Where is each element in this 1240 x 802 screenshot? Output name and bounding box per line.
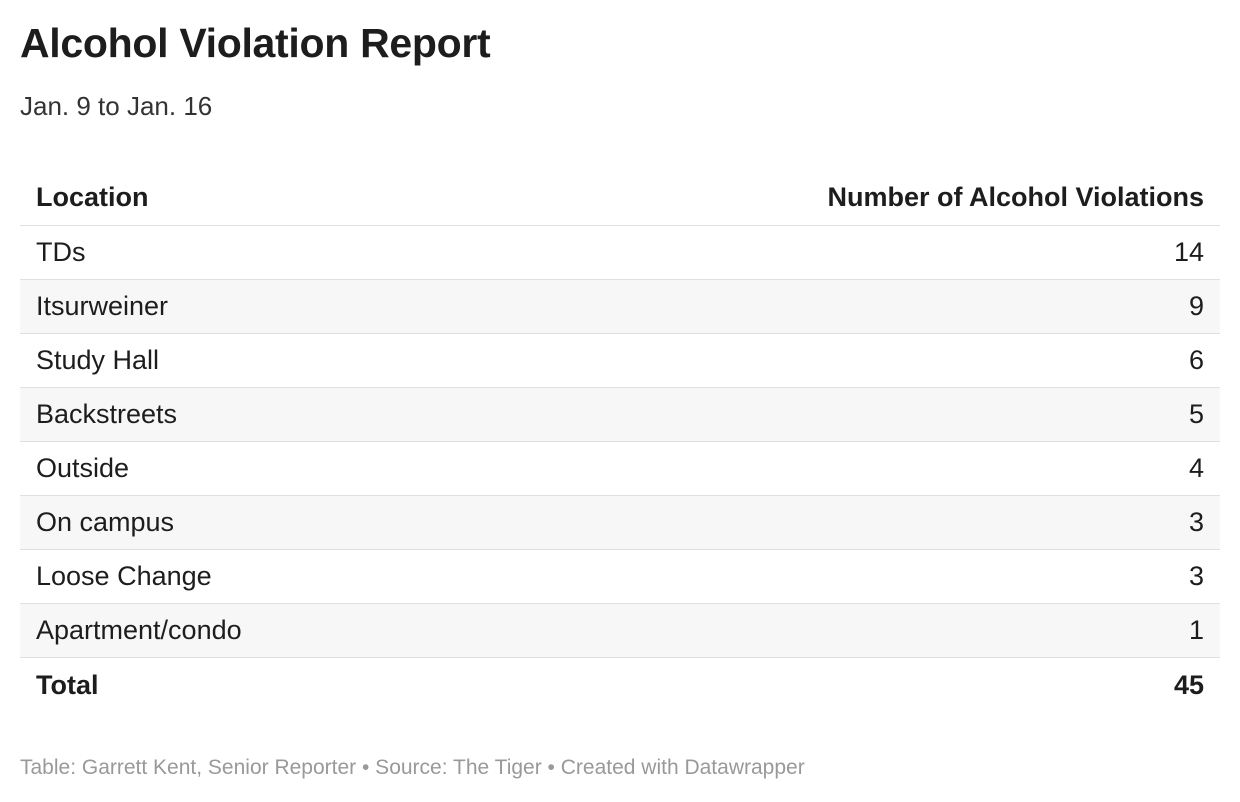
table-row: TDs 14	[20, 226, 1220, 280]
subtitle: Jan. 9 to Jan. 16	[20, 91, 213, 121]
table-row: Outside 4	[20, 442, 1220, 496]
total-label: Total	[36, 669, 99, 700]
cell-number: 3	[1188, 507, 1204, 537]
cell-location: On campus	[36, 507, 175, 537]
total-row: Total 45	[20, 658, 1220, 712]
column-header: Location	[36, 182, 149, 212]
cell-number: 4	[1188, 453, 1204, 483]
cell-location: Backstreets	[36, 399, 178, 429]
footer: Table: Garrett Kent, Senior Reporter • S…	[20, 756, 805, 779]
cell-number: 9	[1188, 291, 1204, 321]
table: Location Number of Alcohol Violations TD…	[20, 170, 1220, 712]
table-row: On campus 3	[20, 496, 1220, 550]
header-row: Location Number of Alcohol Violations	[20, 170, 1220, 226]
total-number: 45	[1173, 669, 1204, 700]
table-row: Backstreets 5	[20, 388, 1220, 442]
cell-location: Study Hall	[36, 345, 160, 375]
cell-location: TDs	[36, 237, 86, 267]
cell-number: 1	[1188, 615, 1204, 645]
column-header: Number of Alcohol Violations	[827, 182, 1204, 212]
cell-location: Itsurweiner	[36, 291, 169, 321]
cell-number: 14	[1173, 237, 1204, 267]
cell-location: Outside	[36, 453, 130, 483]
cell-number: 3	[1188, 561, 1204, 591]
cell-location: Apartment/condo	[36, 615, 242, 645]
table-row: Loose Change 3	[20, 550, 1220, 604]
cell-number: 6	[1188, 345, 1204, 375]
table-row: Study Hall 6	[20, 334, 1220, 388]
cell-number: 5	[1188, 399, 1204, 429]
cell-location: Loose Change	[36, 561, 212, 591]
table-row: Apartment/condo 1	[20, 604, 1220, 658]
title: Alcohol Violation Report	[20, 20, 491, 66]
table-row: Itsurweiner 9	[20, 280, 1220, 334]
